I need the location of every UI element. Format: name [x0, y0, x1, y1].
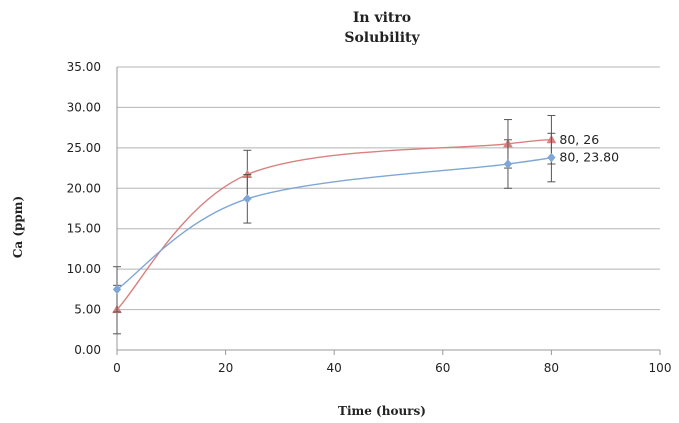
data-point-marker — [547, 152, 556, 163]
y-tick-label: 0.00 — [74, 343, 101, 357]
series-2 — [112, 132, 556, 313]
x-axis-title: Time (hours) — [338, 404, 426, 418]
data-label: 80, 23.80 — [559, 150, 619, 165]
y-tick-label: 10.00 — [67, 262, 101, 276]
series-line — [116, 139, 552, 311]
y-axis-title: Ca (ppm) — [11, 196, 25, 258]
series-group — [112, 115, 557, 335]
axes: 0.00 5.00 10.00 15.00 20.00 25.00 30.00 35.00 0 2… — [67, 60, 672, 375]
x-tick-label: 80 — [544, 361, 559, 375]
gridlines — [117, 66, 660, 311]
y-tick-label: 5.00 — [74, 303, 101, 317]
chart-title-line-1: In vitro — [353, 10, 411, 26]
x-tick-label: 0 — [113, 361, 121, 375]
series-line — [116, 156, 552, 290]
x-tick-label: 60 — [435, 361, 450, 375]
y-tick-label: 15.00 — [67, 222, 101, 236]
chart-title-line-2: Solubility — [344, 30, 420, 46]
data-point-marker — [112, 284, 122, 295]
data-point-marker — [243, 194, 252, 204]
data-labels: 80, 26 80, 23.80 — [559, 132, 619, 165]
x-tick-label: 20 — [218, 361, 233, 375]
y-tick-label: 25.00 — [67, 141, 101, 155]
y-tick-label: 20.00 — [67, 181, 101, 195]
x-tick-label: 100 — [649, 361, 672, 375]
x-tick-label: 40 — [327, 361, 342, 375]
data-point-marker — [503, 159, 513, 169]
data-label: 80, 26 — [559, 132, 599, 147]
y-tick-label: 35.00 — [67, 60, 101, 74]
y-tick-label: 30.00 — [67, 100, 101, 114]
